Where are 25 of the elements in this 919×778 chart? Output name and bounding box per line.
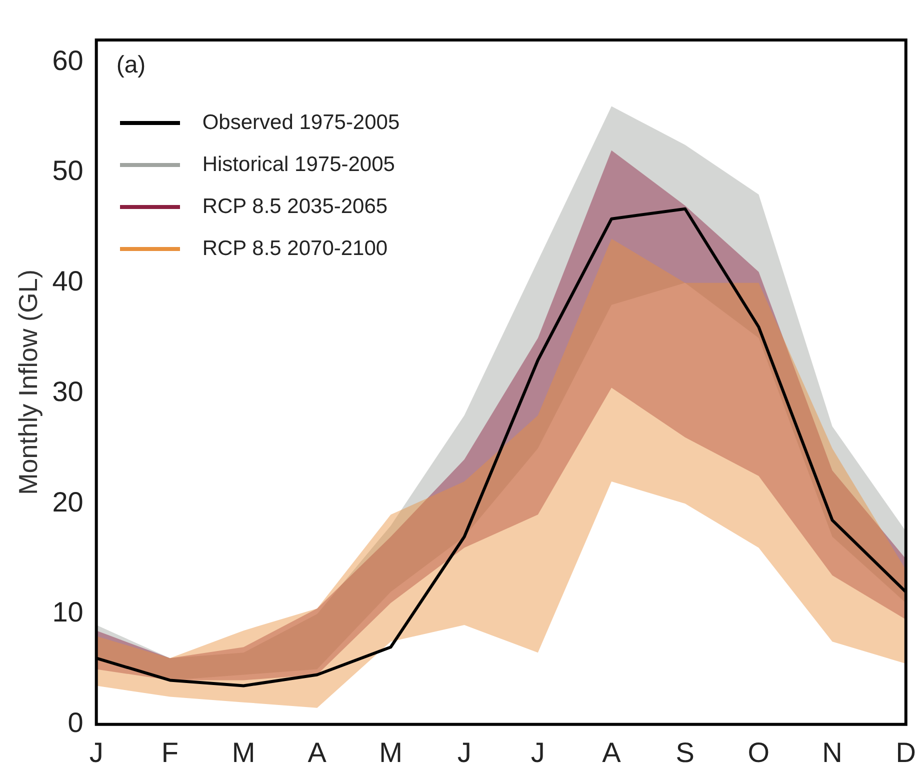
x-tick-label: J	[89, 736, 104, 768]
y-tick-label: 30	[52, 376, 84, 407]
x-tick-label: A	[602, 736, 622, 768]
y-tick-label: 40	[52, 266, 84, 297]
y-tick-label: 10	[52, 596, 84, 628]
y-tick-label: 60	[52, 44, 84, 76]
legend-label: RCP 8.5 2070-2100	[202, 237, 388, 261]
legend-label: Observed 1975-2005	[202, 111, 400, 135]
x-tick-label: O	[748, 736, 770, 768]
x-tick-label: A	[308, 736, 327, 768]
x-tick-label: N	[822, 736, 842, 768]
y-axis-title: Monthly Inflow (GL)	[12, 269, 43, 495]
x-tick-label: S	[676, 736, 694, 768]
legend-label: Historical 1975-2005	[202, 153, 395, 177]
x-tick-label: J	[530, 736, 545, 768]
x-tick-label: D	[896, 736, 916, 768]
y-tick-label: 0	[68, 707, 84, 738]
x-tick-label: J	[457, 736, 472, 768]
x-tick-label: F	[161, 736, 178, 768]
x-tick-label: M	[379, 736, 402, 768]
y-tick-label: 50	[52, 155, 84, 186]
legend-label: RCP 8.5 2035-2065	[202, 195, 388, 219]
annotation: (a)	[116, 52, 146, 79]
y-tick-label: 20	[52, 486, 84, 518]
x-tick-label: M	[232, 736, 256, 768]
